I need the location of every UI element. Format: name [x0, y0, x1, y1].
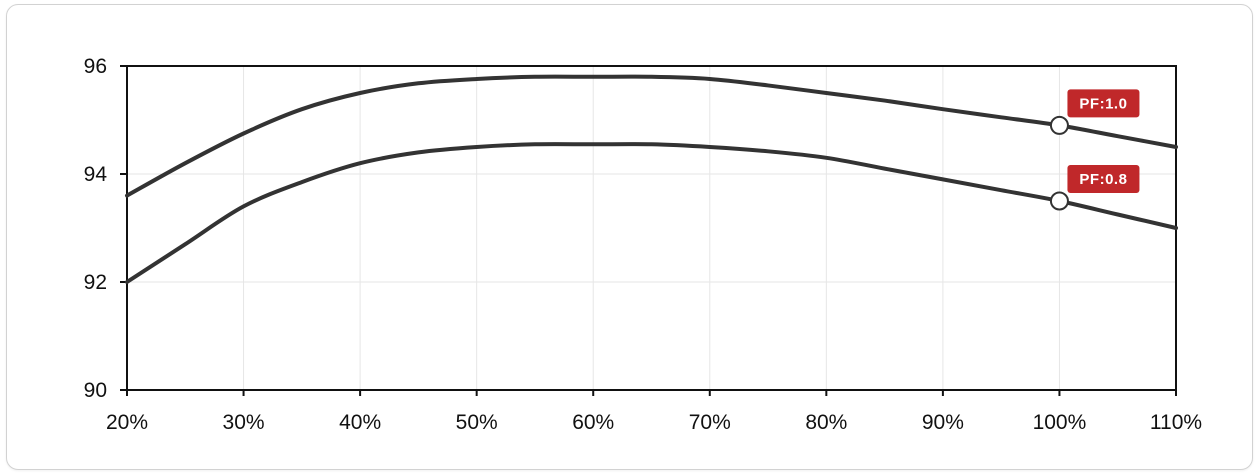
- series-badge-label: PF:0.8: [1079, 171, 1127, 188]
- x-tick-label: 110%: [1150, 411, 1202, 434]
- series-badge-label: PF:1.0: [1079, 95, 1127, 112]
- y-tick-label: 94: [84, 163, 108, 186]
- series-marker: [1049, 191, 1069, 211]
- y-tick-label: 96: [84, 55, 107, 78]
- series-lines: [125, 74, 1178, 284]
- x-tick-label: 30%: [223, 411, 265, 434]
- x-tick-label: 100%: [1033, 411, 1087, 434]
- series-line-pf-1-0: [125, 74, 1178, 198]
- chart-card: [6, 4, 1253, 470]
- tick-labels: 90 92 94 96 20% 30% 40% 50% 60% 70% 80% 90% 100% 110%: [84, 55, 1202, 434]
- x-tick-label: 60%: [572, 411, 614, 434]
- x-tick-label: 50%: [456, 411, 498, 434]
- series-badge: PF:0.8: [1067, 165, 1140, 193]
- axes: [120, 65, 1177, 396]
- series-badge: PF:1.0: [1067, 89, 1140, 118]
- x-tick-label: 90%: [922, 411, 964, 434]
- y-tick-label: 90: [84, 379, 107, 402]
- series-markers: PF:1.0 PF:0.8: [1049, 89, 1140, 211]
- badge-background: [1067, 165, 1140, 193]
- x-tick-label: 20%: [106, 411, 148, 434]
- y-tick-label: 92: [84, 271, 107, 294]
- series-line-pf-0-8: [125, 142, 1178, 284]
- x-tick-label: 70%: [689, 411, 731, 434]
- series-marker: [1049, 115, 1069, 135]
- x-tick-label: 80%: [805, 411, 847, 434]
- x-tick-label: 40%: [339, 411, 381, 434]
- badge-background: [1067, 89, 1140, 118]
